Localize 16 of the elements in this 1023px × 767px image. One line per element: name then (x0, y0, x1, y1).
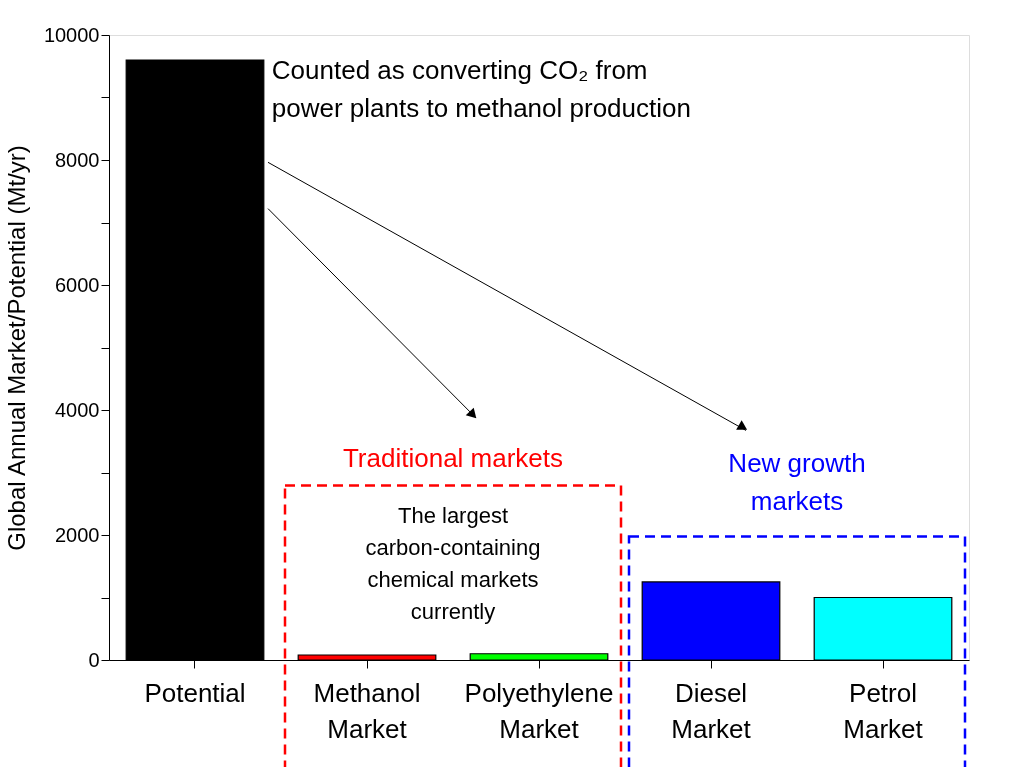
y-tick-label: 4000 (55, 398, 100, 421)
x-tick-label: Methanol Market (313, 677, 421, 744)
x-tick-label: Diesel Market (671, 677, 752, 744)
y-tick-label: 6000 (55, 273, 100, 296)
y-tick-label: 2000 (55, 523, 100, 546)
y-tick-label: 0 (88, 648, 100, 671)
y-axis-title: Global Annual Market/Potential (Mt/yr) (2, 145, 30, 551)
y-tick-label: 10000 (43, 23, 100, 46)
annotation: The largest carbon-containing chemical markets currently (365, 503, 541, 625)
annotation: Counted as converting CO₂ from power plants to methanol production (271, 54, 691, 123)
x-tick-label: Potential (144, 677, 246, 708)
annotation: Traditional markets (342, 443, 564, 474)
y-tick-label: 8000 (55, 148, 100, 171)
annotation: New growth markets (728, 448, 866, 517)
x-tick-label: Petrol Market (843, 677, 924, 744)
x-tick-label: Polyethylene Market (464, 677, 614, 744)
